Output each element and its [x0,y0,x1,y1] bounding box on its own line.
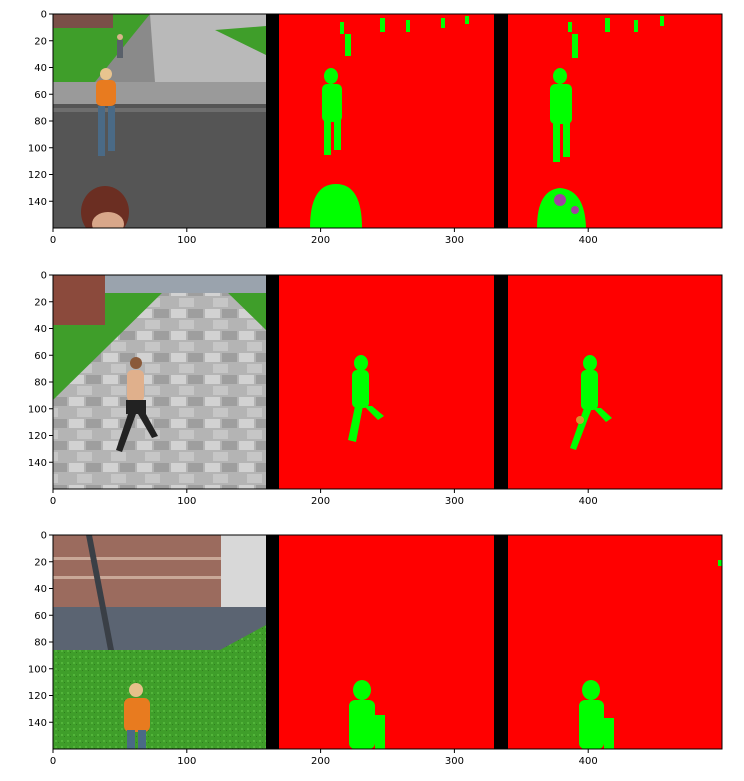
mask-prediction-2 [508,275,722,489]
camera-image-1 [53,14,266,228]
separator-bar [494,535,508,749]
y-tick-label: 60 [34,351,47,362]
x-tick-label: 200 [311,756,330,767]
mask-ground-truth-2 [279,275,494,489]
mask-ground-truth-1 [279,14,494,228]
x-tick-label: 100 [177,235,196,246]
person-mask [310,16,469,228]
x-tick-label: 300 [445,756,464,767]
separator-bar [266,535,279,749]
y-tick-label: 40 [34,324,47,335]
x-tick-label: 0 [50,756,56,767]
x-tick-label: 300 [445,496,464,507]
y-tick-label: 20 [34,36,47,47]
y-tick-label: 120 [28,170,47,181]
y-tick-label: 0 [41,10,47,21]
person-mask [570,355,612,450]
person-mask [349,680,385,749]
x-tick-label: 0 [50,496,56,507]
y-tick-label: 20 [34,297,47,308]
separator-bar [266,275,279,489]
person-mask [537,16,664,228]
y-tick-label: 40 [34,584,47,595]
x-tick-label: 0 [50,235,56,246]
pedestrian-head-foreground [81,186,129,228]
axis-ticks-row-1: 0 100 200 300 400 0 20 40 60 80 100 120 140 [28,10,598,247]
mask-prediction-3 [508,535,722,749]
x-tick-label: 100 [177,756,196,767]
y-tick-label: 120 [28,691,47,702]
camera-image-3 [53,535,266,749]
person-mask [579,560,722,749]
grass-area [53,14,150,82]
x-tick-label: 400 [579,756,598,767]
axis-ticks-row-3: 0 100 200 300 400 0 20 40 60 80 100 120 140 [28,531,598,768]
y-tick-label: 100 [28,404,47,415]
y-tick-label: 80 [34,638,47,649]
panel-row-1 [53,14,722,228]
y-tick-label: 120 [28,431,47,442]
lamp-pole [86,535,114,650]
separator-bar [494,14,508,228]
x-tick-label: 400 [579,496,598,507]
panel-row-3 [53,535,722,749]
pedestrian-figure [96,68,116,156]
brick-wall [53,535,221,607]
y-tick-label: 80 [34,117,47,128]
y-tick-label: 60 [34,611,47,622]
pedestrian-figure [124,683,150,749]
mask-prediction-1 [508,14,722,228]
y-tick-label: 140 [28,197,47,208]
separator-bar [494,275,508,489]
person-mask [348,355,384,442]
y-tick-label: 40 [34,63,47,74]
pavement [53,290,266,489]
y-tick-label: 0 [41,531,47,542]
y-tick-label: 80 [34,378,47,389]
pavement [150,14,266,82]
y-tick-label: 100 [28,664,47,675]
y-tick-label: 0 [41,271,47,282]
x-tick-label: 200 [311,235,330,246]
panel-row-2 [53,275,722,489]
pedestrian-figure [116,357,158,452]
camera-image-2 [53,275,266,489]
x-tick-label: 400 [579,235,598,246]
axis-ticks-row-2: 0 100 200 300 400 0 20 40 60 80 100 120 140 [28,271,598,508]
y-tick-label: 60 [34,90,47,101]
separator-bar [266,14,279,228]
y-tick-label: 20 [34,557,47,568]
x-tick-label: 300 [445,235,464,246]
x-tick-label: 200 [311,496,330,507]
x-tick-label: 100 [177,496,196,507]
pedestrian-figure-small [117,34,123,58]
y-tick-label: 100 [28,143,47,154]
mask-ground-truth-3 [279,535,494,749]
y-tick-label: 140 [28,458,47,469]
y-tick-label: 140 [28,718,47,729]
